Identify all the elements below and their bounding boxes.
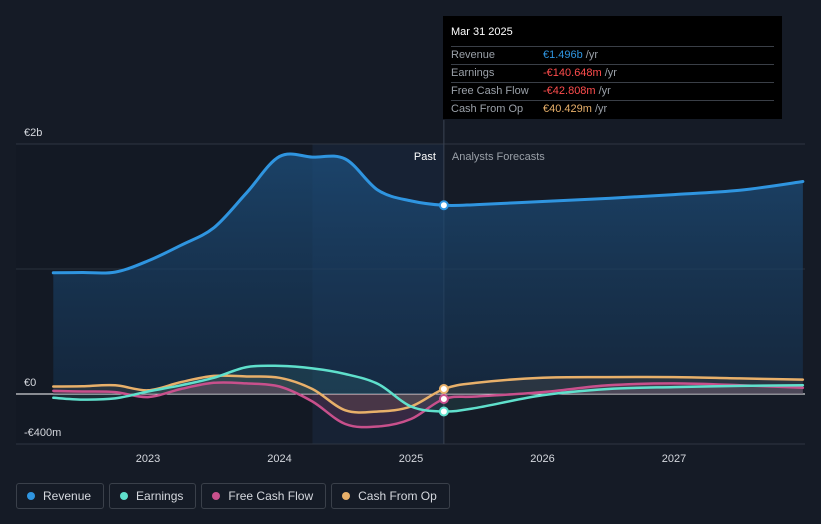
legend-label: Free Cash Flow [228, 489, 314, 503]
tooltip-unit: /yr [594, 103, 608, 115]
tooltip-unit: /yr [604, 67, 617, 79]
legend-dot-icon [342, 492, 351, 500]
legend-dot-icon [212, 492, 221, 500]
free-cash-flow-line [52, 381, 805, 429]
tooltip-value: -€140.648m [543, 67, 602, 79]
tooltip-value: €1.496b [543, 49, 583, 61]
y-tick-label: €0 [24, 377, 36, 389]
x-tick-label: 2023 [136, 453, 160, 465]
revenue-line [51, 152, 805, 275]
x-tick-label: 2024 [267, 453, 291, 465]
tooltip-value: -€42.808m [543, 85, 596, 97]
x-tick-label: 2027 [662, 453, 686, 465]
legend-item-earnings[interactable]: Earnings [109, 483, 197, 509]
revenue-area [53, 153, 803, 394]
legend: Revenue Earnings Free Cash Flow Cash Fro… [16, 483, 450, 509]
tooltip-label: Revenue [451, 49, 496, 61]
earnings-marker [438, 406, 449, 417]
tooltip-unit: /yr [585, 49, 598, 61]
y-tick-label: -€400m [24, 427, 61, 439]
legend-item-revenue[interactable]: Revenue [16, 483, 105, 509]
tooltip: Mar 31 2025 Revenue €1.496b /yr Earnings… [443, 16, 782, 119]
tooltip-row-free-cash-flow: Free Cash Flow -€42.808m /yr [451, 82, 774, 100]
tooltip-row-cash-from-op: Cash From Op €40.429m /yr [451, 100, 774, 118]
legend-label: Revenue [43, 489, 92, 503]
earnings-line [52, 364, 805, 413]
free-cash-flow-area [53, 382, 803, 428]
x-tick-label: 2025 [399, 453, 423, 465]
tooltip-label: Cash From Op [451, 103, 524, 115]
tooltip-label: Free Cash Flow [451, 85, 529, 97]
revenue-marker [438, 200, 449, 211]
x-tick-label: 2026 [530, 453, 554, 465]
tooltip-value: €40.429m [543, 103, 592, 115]
tooltip-date: Mar 31 2025 [451, 26, 513, 38]
cash-from-op-marker [438, 384, 449, 394]
tooltip-label: Earnings [451, 67, 495, 79]
forecast-label: Analysts Forecasts [452, 151, 545, 163]
past-label: Past [414, 151, 436, 163]
legend-dot-icon [120, 492, 129, 500]
legend-dot-icon [27, 492, 35, 500]
tooltip-row-revenue: Revenue €1.496b /yr [451, 46, 774, 64]
legend-label: Earnings [136, 489, 184, 503]
legend-item-free-cash-flow[interactable]: Free Cash Flow [201, 483, 327, 509]
legend-label: Cash From Op [358, 489, 437, 503]
tooltip-row-earnings: Earnings -€140.648m /yr [451, 64, 774, 82]
free-cash-flow-marker [438, 394, 449, 404]
tooltip-unit: /yr [598, 85, 611, 97]
y-tick-label: €2b [24, 127, 42, 139]
legend-item-cash-from-op[interactable]: Cash From Op [331, 483, 450, 509]
